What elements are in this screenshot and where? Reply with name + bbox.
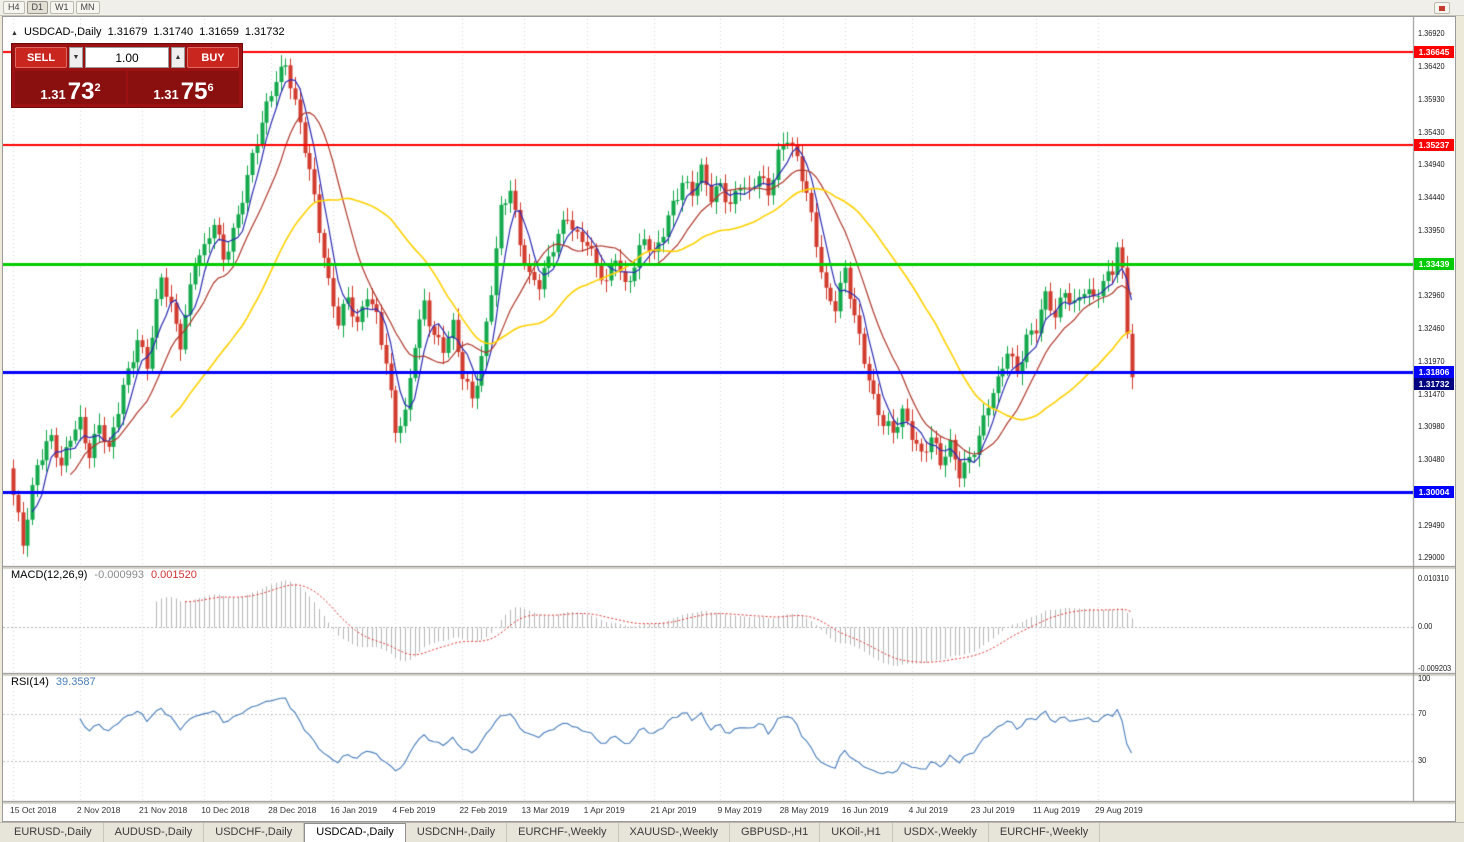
volume-input[interactable]: 1.00 bbox=[85, 47, 169, 68]
price-axis-label: 1.36420 bbox=[1418, 62, 1445, 72]
price-axis-label: 1.31970 bbox=[1418, 356, 1445, 366]
tab-audusd-daily[interactable]: AUDUSD-,Daily bbox=[104, 823, 205, 842]
price-level-badge: 1.36645 bbox=[1414, 46, 1454, 59]
volume-decrease-button[interactable]: ▼ bbox=[69, 47, 83, 68]
time-axis[interactable]: 15 Oct 2018 2 Nov 2018 21 Nov 2018 10 Dec 2… bbox=[3, 803, 1413, 819]
volume-increase-button[interactable]: ▲ bbox=[171, 47, 185, 68]
macd-label: MACD(12,26,9) bbox=[11, 569, 88, 581]
date-axis-label: 2 Nov 2018 bbox=[76, 805, 121, 815]
tab-ukoil-h1[interactable]: UKOil-,H1 bbox=[820, 823, 893, 842]
buy-button[interactable]: BUY bbox=[187, 47, 239, 68]
price-axis-label: 1.32960 bbox=[1418, 291, 1445, 300]
date-axis-label: 23 Jul 2019 bbox=[970, 805, 1015, 815]
tab-usdcad-daily[interactable]: USDCAD-,Daily bbox=[304, 823, 406, 842]
macd-signal-value: 0.001520 bbox=[150, 569, 197, 581]
macd-main-value: -0.000993 bbox=[94, 569, 144, 581]
price-axis-label: 1.35430 bbox=[1418, 127, 1445, 137]
tab-usdchf-daily[interactable]: USDCHF-,Daily bbox=[204, 823, 305, 842]
tab-usdcnh-daily[interactable]: USDCNH-,Daily bbox=[406, 823, 508, 842]
price-axis-label: 1.30480 bbox=[1418, 455, 1445, 465]
price-axis-label: 1.35930 bbox=[1418, 94, 1445, 104]
ohlc-low: 1.31659 bbox=[199, 26, 239, 38]
buy-price-display: 1.31 75 6 bbox=[128, 71, 239, 104]
sell-price-display: 1.31 73 2 bbox=[15, 71, 126, 104]
date-axis-label: 4 Feb 2019 bbox=[392, 805, 436, 815]
date-axis-label: 1 Apr 2019 bbox=[583, 805, 625, 815]
price-axis[interactable]: 1.36920 1.36420 1.35930 1.35430 1.34940 1.344… bbox=[1413, 17, 1456, 819]
timeframe-button-w1[interactable]: W1 bbox=[50, 1, 74, 14]
tab-usdx-weekly[interactable]: USDX-,Weekly bbox=[893, 823, 989, 842]
timeframe-button-mn[interactable]: MN bbox=[75, 1, 100, 14]
buy-price-point: 6 bbox=[207, 82, 214, 94]
sell-price-main: 1.31 bbox=[40, 87, 66, 102]
price-axis-label: 1.29000 bbox=[1418, 553, 1445, 562]
date-axis-label: 16 Jun 2019 bbox=[841, 805, 889, 815]
indicator-axis-label: 0.00 bbox=[1418, 621, 1433, 631]
price-axis-label: 1.34440 bbox=[1418, 193, 1445, 203]
price-level-badge: 1.33439 bbox=[1414, 258, 1454, 271]
price-axis-label: 1.31470 bbox=[1418, 389, 1445, 399]
date-axis-label: 21 Apr 2019 bbox=[650, 805, 697, 815]
date-axis-label: 15 Oct 2018 bbox=[10, 805, 57, 815]
tab-gbpusd-h1[interactable]: GBPUSD-,H1 bbox=[730, 823, 821, 842]
date-axis-label: 22 Feb 2019 bbox=[459, 805, 508, 815]
current-price-badge: 1.31732 bbox=[1414, 378, 1454, 391]
buy-price-main: 1.31 bbox=[153, 87, 179, 102]
price-level-badge: 1.30004 bbox=[1414, 485, 1454, 498]
price-axis-label: 1.34940 bbox=[1418, 160, 1445, 169]
price-axis-label: 1.33950 bbox=[1418, 225, 1445, 235]
ohlc-open: 1.31679 bbox=[107, 26, 148, 38]
tab-xauusd-weekly[interactable]: XAUUSD-,Weekly bbox=[619, 823, 730, 842]
chart-tab-bar: EURUSD-,Daily AUDUSD-,Daily USDCHF-,Daily U… bbox=[0, 822, 1464, 842]
indicator-axis-label: 100 bbox=[1418, 674, 1431, 683]
chart-title: ▲ USDCAD-,Daily 1.31679 1.31740 1.31659 … bbox=[11, 26, 285, 38]
date-axis-label: 10 Dec 2018 bbox=[201, 805, 250, 815]
rsi-indicator-title: RSI(14) 39.3587 bbox=[11, 676, 96, 688]
chart-canvas[interactable] bbox=[3, 17, 1455, 821]
date-axis-label: 4 Jul 2019 bbox=[908, 805, 948, 815]
price-axis-label: 1.36920 bbox=[1418, 29, 1445, 38]
sell-price-pips: 73 bbox=[67, 78, 95, 105]
indicator-axis-label: 0.010310 bbox=[1418, 574, 1449, 583]
ohlc-close: 1.31732 bbox=[244, 26, 285, 38]
timeframe-switcher: H4 D1 W1 MN bbox=[3, 1, 100, 14]
ohlc-high: 1.31740 bbox=[153, 26, 194, 38]
rsi-label: RSI(14) bbox=[11, 676, 49, 688]
indicator-axis-label: 70 bbox=[1418, 709, 1427, 719]
tab-eurchf-weekly[interactable]: EURCHF-,Weekly bbox=[507, 823, 619, 842]
price-level-badge: 1.31806 bbox=[1414, 366, 1454, 379]
date-axis-label: 11 Aug 2019 bbox=[1032, 805, 1081, 815]
timeframe-button-h4[interactable]: H4 bbox=[3, 1, 25, 14]
date-axis-label: 21 Nov 2018 bbox=[139, 805, 188, 815]
date-axis-label: 28 May 2019 bbox=[779, 805, 829, 815]
sell-price-point: 2 bbox=[94, 82, 101, 94]
rsi-value: 39.3587 bbox=[55, 676, 96, 688]
price-level-badge: 1.35237 bbox=[1414, 139, 1454, 152]
chart-symbol-label: USDCAD-,Daily bbox=[23, 26, 102, 38]
price-axis-label: 1.29490 bbox=[1418, 520, 1445, 530]
one-click-trading-panel: SELL ▼ 1.00 ▲ BUY 1.31 73 2 1.31 75 6 bbox=[11, 43, 243, 108]
chart-title-icon: ▲ bbox=[11, 30, 18, 37]
indicator-axis-label: -0.009203 bbox=[1418, 664, 1452, 673]
indicator-axis-label: 30 bbox=[1418, 756, 1427, 765]
date-axis-label: 9 May 2019 bbox=[717, 805, 762, 815]
price-axis-label: 1.32460 bbox=[1418, 324, 1445, 334]
sell-button[interactable]: SELL bbox=[15, 47, 67, 68]
buy-price-pips: 75 bbox=[180, 78, 208, 105]
date-axis-label: 16 Jan 2019 bbox=[330, 805, 378, 815]
date-axis-label: 28 Dec 2018 bbox=[268, 805, 317, 815]
price-axis-label: 1.30980 bbox=[1418, 422, 1445, 431]
date-axis-label: 29 Aug 2019 bbox=[1095, 805, 1143, 815]
chart-mini-icon[interactable] bbox=[1434, 2, 1450, 14]
tab-eurusd-daily[interactable]: EURUSD-,Daily bbox=[3, 823, 104, 842]
timeframe-button-d1[interactable]: D1 bbox=[26, 1, 49, 14]
macd-indicator-title: MACD(12,26,9) -0.000993 0.001520 bbox=[11, 569, 197, 581]
tab-eurchf-weekly[interactable]: EURCHF-,Weekly bbox=[989, 823, 1101, 842]
chart-window: ▲ USDCAD-,Daily 1.31679 1.31740 1.31659 … bbox=[2, 16, 1456, 822]
date-axis-label: 13 Mar 2019 bbox=[521, 805, 570, 815]
top-toolbar: H4 D1 W1 MN bbox=[0, 0, 1464, 16]
